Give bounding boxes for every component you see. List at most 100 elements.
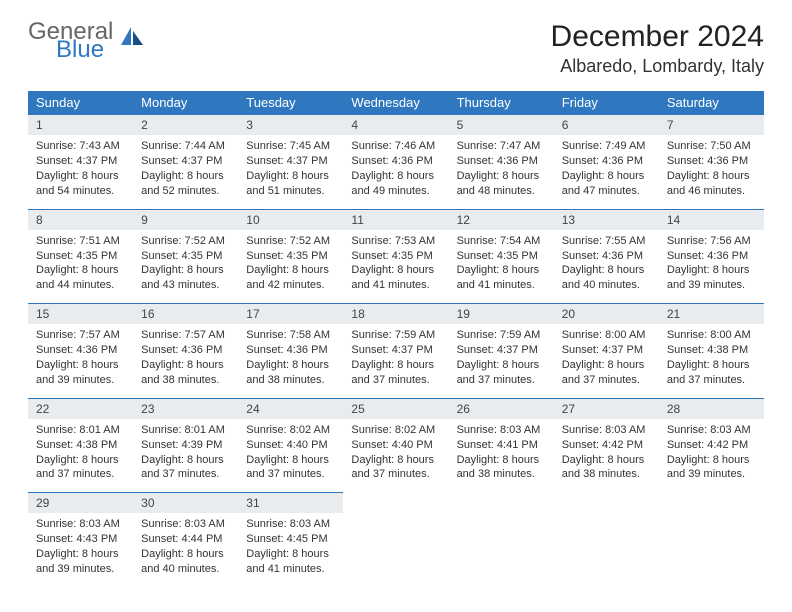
sunrise-line: Sunrise: 7:59 AM [351, 328, 440, 343]
day-number: 4 [343, 114, 448, 135]
day-body: Sunrise: 8:00 AMSunset: 4:38 PMDaylight:… [659, 324, 764, 397]
day-cell: 26Sunrise: 8:03 AMSunset: 4:41 PMDayligh… [449, 398, 554, 493]
daylight-line: Daylight: 8 hours and 42 minutes. [246, 263, 335, 293]
sunrise-line: Sunrise: 7:47 AM [457, 139, 546, 154]
day-body: Sunrise: 7:56 AMSunset: 4:36 PMDaylight:… [659, 230, 764, 303]
title-block: December 2024 Albaredo, Lombardy, Italy [551, 20, 764, 77]
sunset-line: Sunset: 4:36 PM [141, 343, 230, 358]
weekday-header: Monday [133, 91, 238, 114]
day-number: 20 [554, 303, 659, 324]
sunrise-line: Sunrise: 8:00 AM [562, 328, 651, 343]
location: Albaredo, Lombardy, Italy [551, 56, 764, 77]
week-row: 1Sunrise: 7:43 AMSunset: 4:37 PMDaylight… [28, 114, 764, 209]
day-number: 27 [554, 398, 659, 419]
day-body: Sunrise: 8:00 AMSunset: 4:37 PMDaylight:… [554, 324, 659, 397]
sunrise-line: Sunrise: 7:58 AM [246, 328, 335, 343]
weekday-row: Sunday Monday Tuesday Wednesday Thursday… [28, 91, 764, 114]
day-body: Sunrise: 7:55 AMSunset: 4:36 PMDaylight:… [554, 230, 659, 303]
day-cell [343, 492, 448, 587]
daylight-line: Daylight: 8 hours and 41 minutes. [457, 263, 546, 293]
sunset-line: Sunset: 4:36 PM [667, 249, 756, 264]
day-number: 8 [28, 209, 133, 230]
sunrise-line: Sunrise: 8:01 AM [36, 423, 125, 438]
day-number: 16 [133, 303, 238, 324]
daylight-line: Daylight: 8 hours and 46 minutes. [667, 169, 756, 199]
week-row: 15Sunrise: 7:57 AMSunset: 4:36 PMDayligh… [28, 303, 764, 398]
sunrise-line: Sunrise: 7:56 AM [667, 234, 756, 249]
week-row: 8Sunrise: 7:51 AMSunset: 4:35 PMDaylight… [28, 209, 764, 304]
day-cell: 16Sunrise: 7:57 AMSunset: 4:36 PMDayligh… [133, 303, 238, 398]
day-cell: 30Sunrise: 8:03 AMSunset: 4:44 PMDayligh… [133, 492, 238, 587]
day-body: Sunrise: 8:03 AMSunset: 4:42 PMDaylight:… [659, 419, 764, 492]
day-body: Sunrise: 8:01 AMSunset: 4:38 PMDaylight:… [28, 419, 133, 492]
weekday-header: Tuesday [238, 91, 343, 114]
daylight-line: Daylight: 8 hours and 37 minutes. [141, 453, 230, 483]
day-body: Sunrise: 8:03 AMSunset: 4:42 PMDaylight:… [554, 419, 659, 492]
sunrise-line: Sunrise: 7:54 AM [457, 234, 546, 249]
day-cell: 25Sunrise: 8:02 AMSunset: 4:40 PMDayligh… [343, 398, 448, 493]
sunset-line: Sunset: 4:35 PM [141, 249, 230, 264]
sunrise-line: Sunrise: 8:02 AM [351, 423, 440, 438]
day-body: Sunrise: 7:57 AMSunset: 4:36 PMDaylight:… [28, 324, 133, 397]
sunset-line: Sunset: 4:42 PM [562, 438, 651, 453]
day-body: Sunrise: 7:47 AMSunset: 4:36 PMDaylight:… [449, 135, 554, 208]
sunset-line: Sunset: 4:36 PM [351, 154, 440, 169]
day-cell: 31Sunrise: 8:03 AMSunset: 4:45 PMDayligh… [238, 492, 343, 587]
sunset-line: Sunset: 4:40 PM [246, 438, 335, 453]
day-number: 26 [449, 398, 554, 419]
sunset-line: Sunset: 4:41 PM [457, 438, 546, 453]
sunset-line: Sunset: 4:35 PM [246, 249, 335, 264]
day-body: Sunrise: 7:59 AMSunset: 4:37 PMDaylight:… [449, 324, 554, 397]
day-number: 13 [554, 209, 659, 230]
daylight-line: Daylight: 8 hours and 47 minutes. [562, 169, 651, 199]
day-number: 25 [343, 398, 448, 419]
day-cell: 20Sunrise: 8:00 AMSunset: 4:37 PMDayligh… [554, 303, 659, 398]
day-cell [554, 492, 659, 587]
sunrise-line: Sunrise: 8:03 AM [457, 423, 546, 438]
day-cell: 3Sunrise: 7:45 AMSunset: 4:37 PMDaylight… [238, 114, 343, 209]
day-number: 17 [238, 303, 343, 324]
daylight-line: Daylight: 8 hours and 43 minutes. [141, 263, 230, 293]
day-body: Sunrise: 7:52 AMSunset: 4:35 PMDaylight:… [238, 230, 343, 303]
sunrise-line: Sunrise: 7:53 AM [351, 234, 440, 249]
day-number: 28 [659, 398, 764, 419]
day-cell: 4 Sunrise: 7:46 AMSunset: 4:36 PMDaylight… [343, 114, 448, 209]
daylight-line: Daylight: 8 hours and 38 minutes. [562, 453, 651, 483]
day-cell: 2Sunrise: 7:44 AMSunset: 4:37 PMDaylight… [133, 114, 238, 209]
day-cell: 13Sunrise: 7:55 AMSunset: 4:36 PMDayligh… [554, 209, 659, 304]
daylight-line: Daylight: 8 hours and 37 minutes. [667, 358, 756, 388]
week-row: 29Sunrise: 8:03 AMSunset: 4:43 PMDayligh… [28, 492, 764, 587]
daylight-line: Daylight: 8 hours and 37 minutes. [351, 358, 440, 388]
daylight-line: Daylight: 8 hours and 37 minutes. [246, 453, 335, 483]
day-number: 6 [554, 114, 659, 135]
day-number: 23 [133, 398, 238, 419]
daylight-line: Daylight: 8 hours and 39 minutes. [36, 547, 125, 577]
day-body: Sunrise: 8:03 AMSunset: 4:43 PMDaylight:… [28, 513, 133, 586]
day-number: 24 [238, 398, 343, 419]
day-body: Sunrise: 8:03 AMSunset: 4:44 PMDaylight:… [133, 513, 238, 586]
day-number: 2 [133, 114, 238, 135]
day-body: Sunrise: 7:44 AMSunset: 4:37 PMDaylight:… [133, 135, 238, 208]
daylight-line: Daylight: 8 hours and 39 minutes. [36, 358, 125, 388]
daylight-line: Daylight: 8 hours and 49 minutes. [351, 169, 440, 199]
day-body: Sunrise: 7:49 AMSunset: 4:36 PMDaylight:… [554, 135, 659, 208]
sunrise-line: Sunrise: 8:02 AM [246, 423, 335, 438]
sunrise-line: Sunrise: 8:00 AM [667, 328, 756, 343]
sunrise-line: Sunrise: 8:03 AM [246, 517, 335, 532]
daylight-line: Daylight: 8 hours and 37 minutes. [457, 358, 546, 388]
calendar: Sunday Monday Tuesday Wednesday Thursday… [28, 91, 764, 587]
day-cell: 7Sunrise: 7:50 AMSunset: 4:36 PMDaylight… [659, 114, 764, 209]
sunrise-line: Sunrise: 7:46 AM [351, 139, 440, 154]
daylight-line: Daylight: 8 hours and 40 minutes. [141, 547, 230, 577]
day-number: 14 [659, 209, 764, 230]
sunset-line: Sunset: 4:44 PM [141, 532, 230, 547]
sunset-line: Sunset: 4:36 PM [457, 154, 546, 169]
sunset-line: Sunset: 4:43 PM [36, 532, 125, 547]
day-cell: 15Sunrise: 7:57 AMSunset: 4:36 PMDayligh… [28, 303, 133, 398]
sunrise-line: Sunrise: 7:59 AM [457, 328, 546, 343]
daylight-line: Daylight: 8 hours and 51 minutes. [246, 169, 335, 199]
sunrise-line: Sunrise: 8:01 AM [141, 423, 230, 438]
sunrise-line: Sunrise: 7:44 AM [141, 139, 230, 154]
sunset-line: Sunset: 4:38 PM [667, 343, 756, 358]
day-body: Sunrise: 8:02 AMSunset: 4:40 PMDaylight:… [343, 419, 448, 492]
